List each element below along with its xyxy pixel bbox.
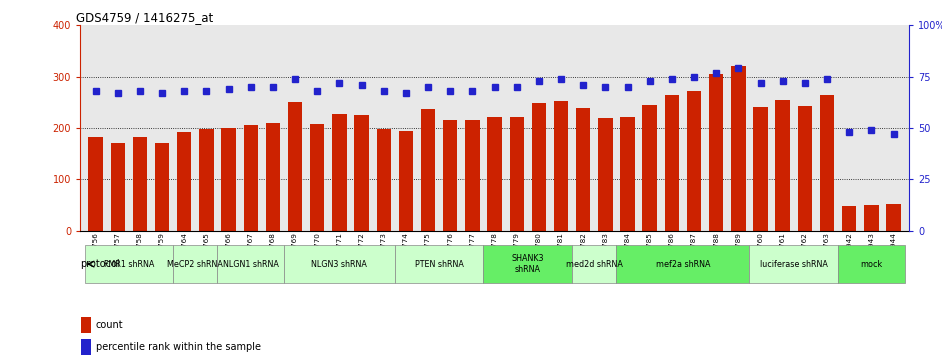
- Bar: [218, 245, 284, 283]
- Bar: [616, 245, 750, 283]
- Bar: [665, 95, 679, 231]
- Bar: [354, 115, 368, 231]
- Bar: [310, 125, 324, 231]
- Bar: [731, 66, 745, 231]
- Text: mock: mock: [860, 260, 883, 269]
- Bar: [598, 118, 612, 231]
- Bar: [483, 245, 572, 283]
- Text: GDS4759 / 1416275_at: GDS4759 / 1416275_at: [76, 11, 213, 24]
- Bar: [333, 114, 347, 231]
- Bar: [572, 245, 616, 283]
- Text: MeCP2 shRNA: MeCP2 shRNA: [168, 260, 223, 269]
- Bar: [798, 106, 812, 231]
- Text: NLGN1 shRNA: NLGN1 shRNA: [223, 260, 279, 269]
- Bar: [510, 117, 524, 231]
- Bar: [621, 117, 635, 231]
- Bar: [288, 102, 302, 231]
- Text: PTEN shRNA: PTEN shRNA: [414, 260, 463, 269]
- Bar: [395, 245, 483, 283]
- Bar: [750, 245, 838, 283]
- Text: FMR1 shRNA: FMR1 shRNA: [104, 260, 154, 269]
- Bar: [576, 109, 591, 231]
- Bar: [377, 130, 391, 231]
- Text: count: count: [96, 320, 123, 330]
- Bar: [487, 117, 502, 231]
- Text: med2d shRNA: med2d shRNA: [566, 260, 623, 269]
- Bar: [85, 245, 173, 283]
- Text: NLGN3 shRNA: NLGN3 shRNA: [312, 260, 367, 269]
- Bar: [177, 131, 191, 231]
- Bar: [838, 245, 904, 283]
- Bar: [133, 137, 147, 231]
- Bar: [221, 128, 236, 231]
- Bar: [775, 100, 790, 231]
- Bar: [842, 206, 856, 231]
- Bar: [886, 204, 901, 231]
- Bar: [421, 109, 435, 231]
- Bar: [398, 131, 414, 231]
- Text: luciferase shRNA: luciferase shRNA: [760, 260, 828, 269]
- Bar: [709, 74, 723, 231]
- Bar: [820, 95, 835, 231]
- Bar: [642, 105, 657, 231]
- Bar: [284, 245, 395, 283]
- Text: mef2a shRNA: mef2a shRNA: [656, 260, 710, 269]
- Text: SHANK3
shRNA: SHANK3 shRNA: [512, 254, 544, 274]
- Text: protocol: protocol: [80, 259, 120, 269]
- Bar: [154, 143, 170, 231]
- Bar: [244, 125, 258, 231]
- Bar: [110, 143, 125, 231]
- Bar: [864, 205, 879, 231]
- Bar: [687, 91, 701, 231]
- Bar: [554, 101, 568, 231]
- Bar: [81, 317, 91, 333]
- Bar: [443, 120, 458, 231]
- Bar: [89, 137, 103, 231]
- Bar: [173, 245, 218, 283]
- Bar: [199, 130, 214, 231]
- Bar: [81, 339, 91, 355]
- Bar: [754, 107, 768, 231]
- Bar: [465, 120, 479, 231]
- Text: percentile rank within the sample: percentile rank within the sample: [96, 342, 261, 352]
- Bar: [266, 123, 280, 231]
- Bar: [531, 103, 546, 231]
